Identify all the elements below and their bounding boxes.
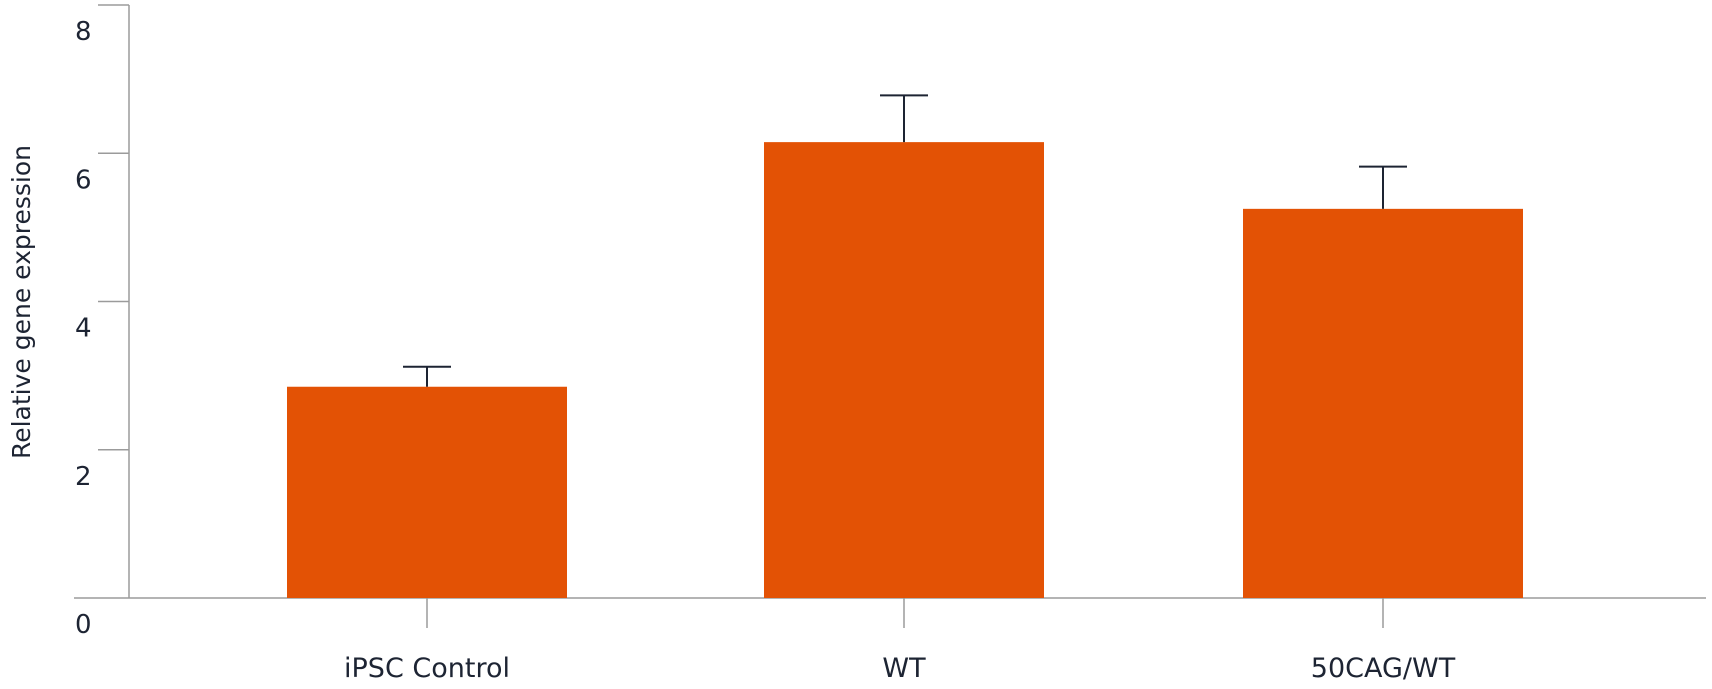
error-bars [403,94,1407,387]
bar [764,142,1044,598]
y-tick-label: 4 [75,314,92,344]
y-ticks: 0 2 4 6 8 [75,4,129,640]
x-labels: iPSC Control WT 50CAG/WT [344,598,1456,684]
bar [1243,208,1523,598]
y-tick-label: 8 [75,17,92,47]
x-tick-label: 50CAG/WT [1311,653,1456,684]
x-tick-label: WT [882,653,926,684]
bars [287,142,1523,598]
y-axis-title: Relative gene expression [7,145,36,459]
bar [287,386,567,598]
y-tick-label: 2 [75,462,92,492]
y-tick-label: 0 [75,610,92,640]
y-tick-label: 6 [75,165,92,195]
x-tick-label: iPSC Control [344,653,510,684]
